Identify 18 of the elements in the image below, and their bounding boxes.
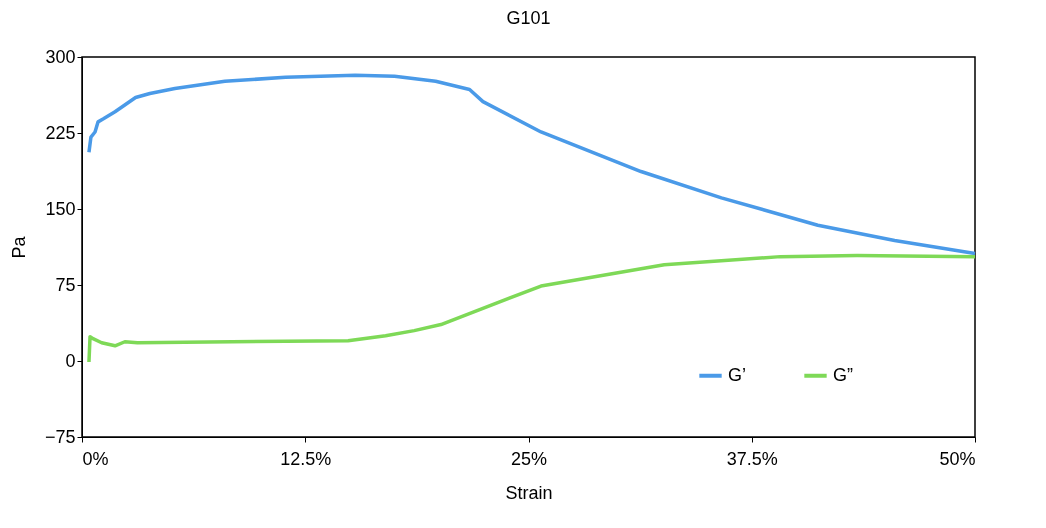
- y-tick-label: 150: [45, 198, 76, 219]
- y-axis-title: Pa: [8, 235, 29, 259]
- legend-label: G’: [728, 364, 746, 385]
- y-tick-label: 225: [45, 122, 76, 143]
- legend-label: G”: [833, 364, 853, 385]
- x-tick-label: 50%: [939, 448, 976, 469]
- x-tick-label: 12.5%: [280, 448, 332, 469]
- y-tick-label: 0: [65, 350, 76, 371]
- x-tick-label: 37.5%: [726, 448, 778, 469]
- x-axis-title: Strain: [505, 482, 553, 503]
- chart-title: G101: [506, 8, 551, 28]
- y-tick-label: 75: [55, 274, 76, 295]
- line-series: [87, 253, 977, 364]
- y-tick-label: −75: [44, 426, 76, 447]
- x-tick-label: 0%: [82, 448, 109, 469]
- line-series: [87, 73, 977, 256]
- y-tick-label: 300: [45, 46, 76, 67]
- x-tick-label: 25%: [510, 448, 548, 469]
